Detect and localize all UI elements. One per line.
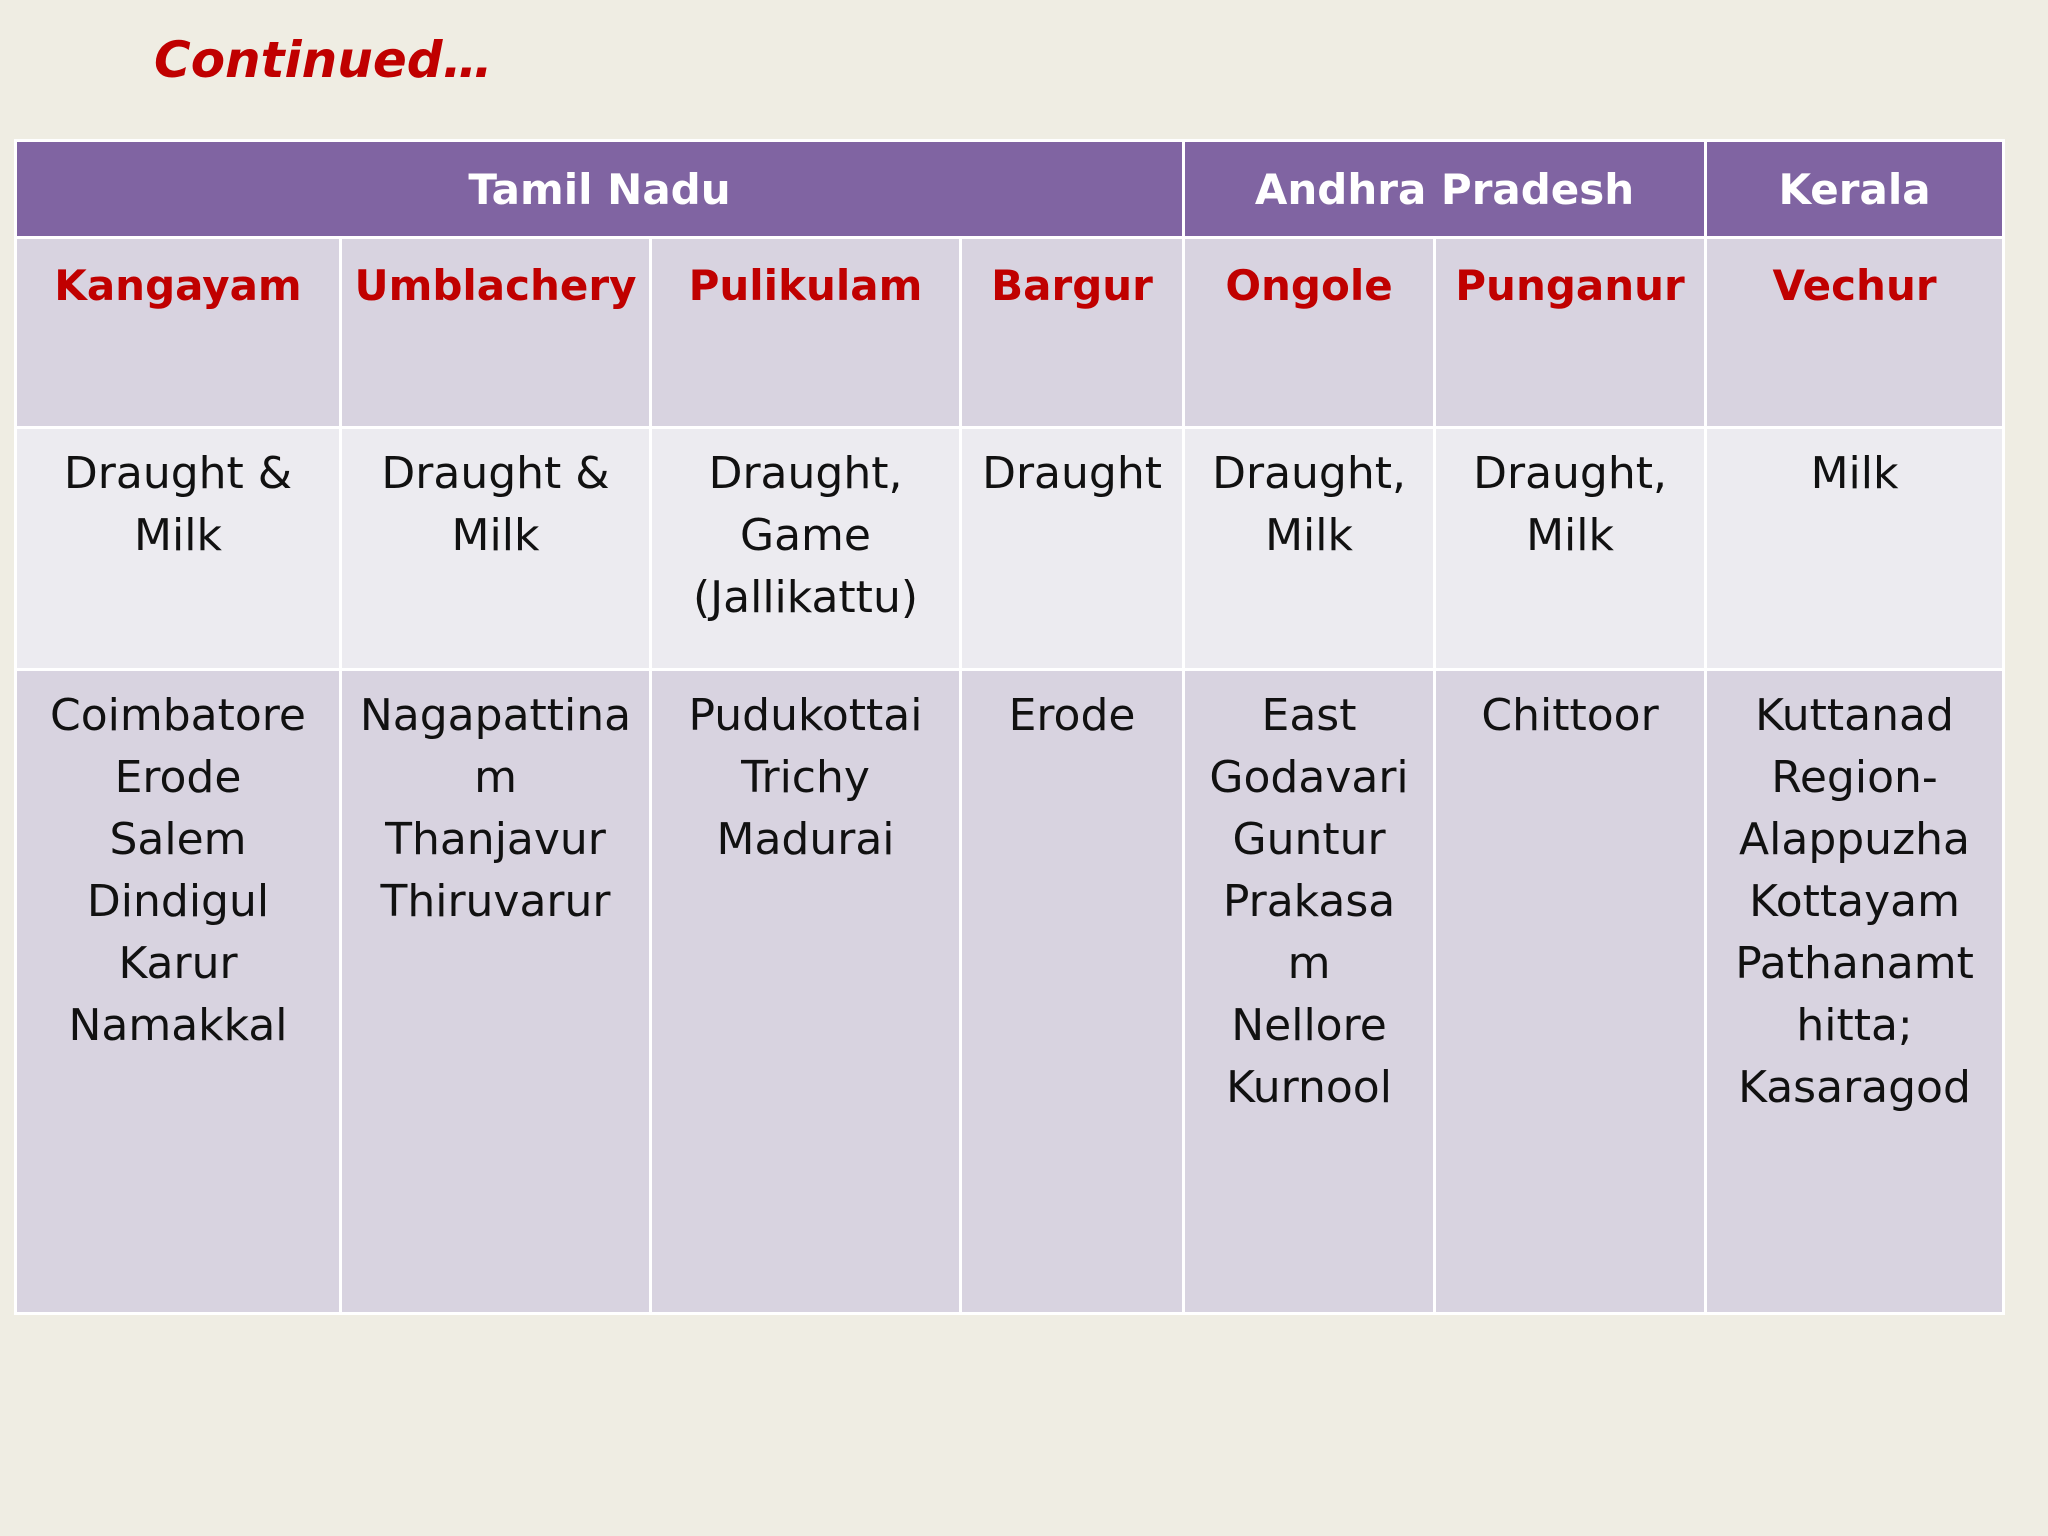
- breed-name-umblachery: Umblachery: [339, 236, 652, 429]
- breed-region-row: Coimbatore Erode Salem Dindigul Karur Na…: [14, 668, 2006, 1315]
- regions-umblachery: Nagapattina m Thanjavur Thiruvarur: [339, 668, 652, 1315]
- breed-name-punganur: Punganur: [1433, 236, 1708, 429]
- breed-name-kangayam: Kangayam: [14, 236, 342, 429]
- slide-title: Continued…: [154, 31, 493, 89]
- purpose-ongole: Draught, Milk: [1182, 426, 1437, 671]
- purpose-vechur: Milk: [1704, 426, 2006, 671]
- regions-bargur: Erode: [958, 668, 1186, 1315]
- purpose-bargur: Draught: [958, 426, 1186, 671]
- breed-table: Tamil Nadu Andhra Pradesh Kerala Kangaya…: [13, 139, 2006, 1315]
- regions-vechur: Kuttanad Region- Alappuzha Kottayam Path…: [1704, 668, 2006, 1315]
- breed-name-bargur: Bargur: [958, 236, 1186, 429]
- state-header-tamil-nadu: Tamil Nadu: [13, 139, 1186, 239]
- breed-name-ongole: Ongole: [1182, 236, 1437, 429]
- regions-punganur: Chittoor: [1433, 668, 1708, 1315]
- state-header-andhra-pradesh: Andhra Pradesh: [1182, 139, 1708, 239]
- state-header-kerala: Kerala: [1704, 139, 2006, 239]
- purpose-pulikulam: Draught, Game (Jallikattu): [649, 426, 962, 671]
- breed-purpose-row: Draught & Milk Draught & Milk Draught, G…: [14, 426, 2006, 671]
- purpose-punganur: Draught, Milk: [1433, 426, 1708, 671]
- breed-name-row: Kangayam Umblachery Pulikulam Bargur Ong…: [14, 236, 2006, 429]
- state-header-row: Tamil Nadu Andhra Pradesh Kerala: [13, 139, 2006, 239]
- regions-pulikulam: Pudukottai Trichy Madurai: [649, 668, 962, 1315]
- regions-ongole: East Godavari Guntur Prakasa m Nellore K…: [1182, 668, 1437, 1315]
- breed-name-pulikulam: Pulikulam: [649, 236, 962, 429]
- purpose-kangayam: Draught & Milk: [14, 426, 342, 671]
- breed-name-vechur: Vechur: [1704, 236, 2006, 429]
- regions-kangayam: Coimbatore Erode Salem Dindigul Karur Na…: [14, 668, 342, 1315]
- purpose-umblachery: Draught & Milk: [339, 426, 652, 671]
